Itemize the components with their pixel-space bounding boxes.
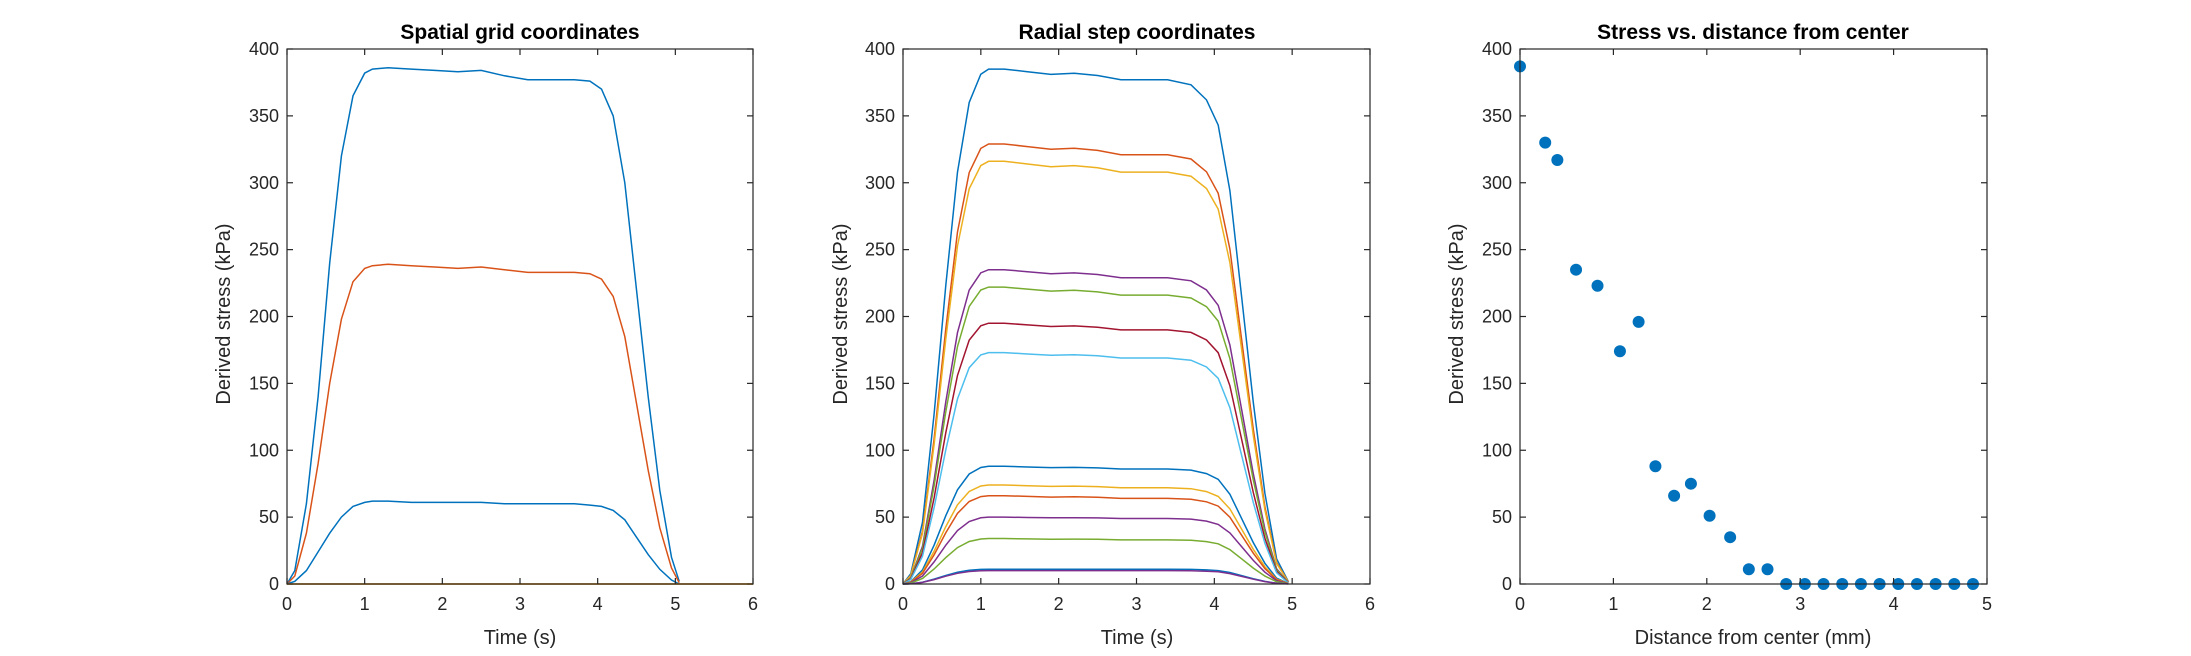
- series-line-11: [902, 537, 1289, 585]
- radial-step-xlabel: Time (s): [1101, 627, 1174, 649]
- x-tick-label: 3: [1131, 594, 1141, 614]
- radial-step-title: Radial step coordinates: [1019, 21, 1256, 44]
- y-tick-label: 400: [865, 39, 895, 59]
- series-group: [286, 66, 753, 585]
- stress-distance-title: Stress vs. distance from center: [1597, 21, 1909, 44]
- x-tick-label: 6: [748, 594, 758, 614]
- series-line-4: [902, 286, 1289, 585]
- series-line-8: [902, 484, 1289, 585]
- data-point: [1703, 509, 1716, 522]
- data-point: [1591, 279, 1604, 292]
- stress-distance-ylabel: Derived stress (kPa): [1446, 223, 1468, 404]
- x-tick-label: 0: [1515, 594, 1525, 614]
- y-tick-label: 200: [1482, 307, 1512, 327]
- series-line-1: [902, 143, 1289, 585]
- x-tick-label: 3: [515, 594, 525, 614]
- x-tick-label: 5: [670, 594, 680, 614]
- plot-frame: [902, 48, 1371, 585]
- plot-frame: [1519, 48, 1988, 585]
- y-tick-label: 250: [1482, 240, 1512, 260]
- series-line-2: [902, 160, 1289, 585]
- y-tick-label: 300: [249, 173, 279, 193]
- stress-distance-xlabel: Distance from center (mm): [1635, 627, 1872, 649]
- y-tick-label: 0: [1502, 574, 1512, 594]
- series-line-9: [902, 494, 1289, 585]
- y-tick-label: 100: [865, 440, 895, 460]
- series-group: [1514, 60, 1979, 590]
- radial-step-panel: Radial step coordinates Time (s) Derived…: [830, 21, 1375, 649]
- data-point: [1649, 460, 1662, 473]
- y-tick-label: 50: [875, 507, 895, 527]
- y-tick-label: 300: [1482, 173, 1512, 193]
- spatial-grid-xlabel: Time (s): [484, 627, 557, 649]
- x-tick-label: 1: [976, 594, 986, 614]
- series-group: [902, 68, 1289, 585]
- series-line-0: [286, 66, 680, 585]
- x-tick-label: 2: [1054, 594, 1064, 614]
- y-tick-label: 100: [1482, 440, 1512, 460]
- y-tick-label: 150: [249, 373, 279, 393]
- x-tick-label: 4: [593, 594, 603, 614]
- y-tick-label: 350: [1482, 106, 1512, 126]
- y-tick-label: 200: [249, 307, 279, 327]
- series-line-1: [286, 263, 680, 585]
- data-point: [1724, 531, 1737, 544]
- series-line-6: [902, 351, 1289, 585]
- y-tick-label: 150: [865, 373, 895, 393]
- data-point: [1668, 489, 1681, 502]
- x-tick-label: 6: [1365, 594, 1375, 614]
- x-tick-label: 2: [437, 594, 447, 614]
- x-tick-label: 0: [898, 594, 908, 614]
- data-point: [1684, 477, 1697, 490]
- series-line-3: [902, 268, 1289, 585]
- x-tick-label: 0: [282, 594, 292, 614]
- y-tick-label: 200: [865, 307, 895, 327]
- y-tick-label: 300: [865, 173, 895, 193]
- y-tick-label: 350: [249, 106, 279, 126]
- x-tick-label: 1: [1608, 594, 1618, 614]
- y-tick-label: 250: [865, 240, 895, 260]
- spatial-grid-panel: Spatial grid coordinates Time (s) Derive…: [213, 21, 758, 649]
- series-line-13: [902, 569, 1289, 585]
- series-line-12: [902, 568, 1289, 585]
- y-tick-label: 400: [249, 39, 279, 59]
- x-tick-label: 3: [1795, 594, 1805, 614]
- y-tick-label: 400: [1482, 39, 1512, 59]
- y-tick-label: 0: [885, 574, 895, 594]
- series-line-10: [902, 516, 1289, 585]
- data-point: [1742, 563, 1755, 576]
- x-tick-label: 5: [1982, 594, 1992, 614]
- radial-step-ylabel: Derived stress (kPa): [830, 223, 852, 404]
- data-point: [1539, 136, 1552, 149]
- stress-distance-panel: Stress vs. distance from center Distance…: [1446, 21, 1992, 649]
- x-tick-label: 2: [1702, 594, 1712, 614]
- data-point: [1632, 315, 1645, 328]
- y-tick-label: 150: [1482, 373, 1512, 393]
- series-line-0: [902, 68, 1289, 585]
- y-tick-label: 250: [249, 240, 279, 260]
- y-tick-label: 350: [865, 106, 895, 126]
- x-tick-label: 4: [1209, 594, 1219, 614]
- data-point: [1613, 345, 1626, 358]
- x-tick-label: 5: [1287, 594, 1297, 614]
- data-point: [1551, 154, 1564, 167]
- data-point: [1570, 263, 1583, 276]
- x-tick-label: 4: [1889, 594, 1899, 614]
- data-point: [1761, 563, 1774, 576]
- series-line-5: [902, 322, 1289, 585]
- series-line-2: [286, 500, 680, 585]
- spatial-grid-title: Spatial grid coordinates: [400, 21, 639, 44]
- y-tick-label: 0: [269, 574, 279, 594]
- spatial-grid-ylabel: Derived stress (kPa): [213, 223, 235, 404]
- y-tick-label: 50: [259, 507, 279, 527]
- x-tick-label: 1: [360, 594, 370, 614]
- y-tick-label: 100: [249, 440, 279, 460]
- y-tick-label: 50: [1492, 507, 1512, 527]
- series-line-7: [902, 465, 1289, 585]
